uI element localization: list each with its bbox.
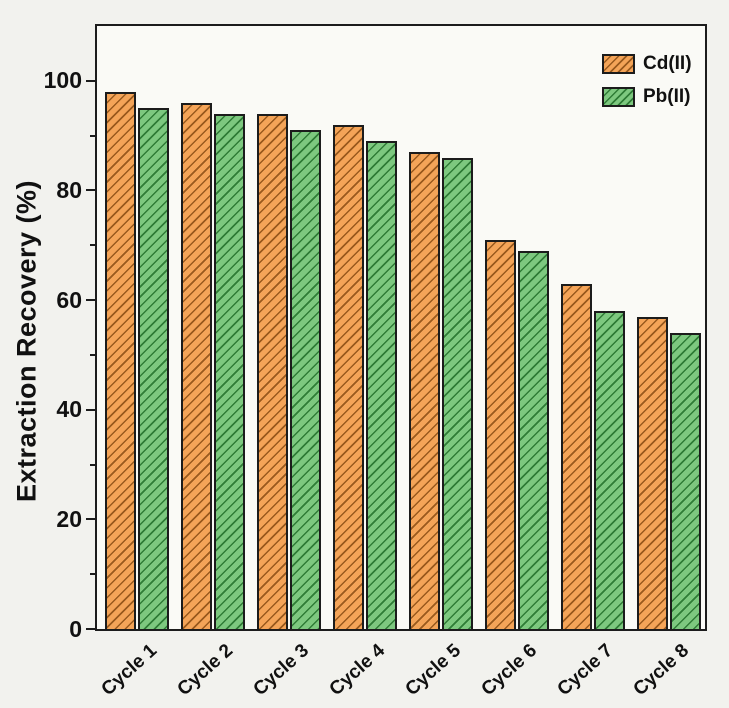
bar-cdii-cycle-2 xyxy=(180,102,212,629)
y-axis-tick-label: 60 xyxy=(56,286,82,313)
y-axis-minor-tick xyxy=(90,573,95,576)
bar-pbii-cycle-2 xyxy=(214,113,246,629)
x-axis-category-label: Cycle 1 xyxy=(97,640,162,701)
y-axis-tick-label: 0 xyxy=(69,615,82,642)
plot-area: Cd(II) Pb(II) xyxy=(95,24,707,631)
legend-item-cd: Cd(II) xyxy=(602,54,692,74)
bar-group-cycle-2 xyxy=(173,26,249,629)
bar-cdii-cycle-3 xyxy=(256,113,288,629)
y-axis-minor-tick xyxy=(90,353,95,356)
bar-cdii-cycle-5 xyxy=(408,152,440,629)
y-axis-major-tick xyxy=(86,79,95,82)
bar-pbii-cycle-4 xyxy=(366,141,398,629)
bar-pbii-cycle-7 xyxy=(594,311,626,629)
y-axis-major-tick xyxy=(86,299,95,302)
bar-group-cycle-4 xyxy=(325,26,401,629)
bar-group-cycle-3 xyxy=(249,26,325,629)
y-axis-major-tick xyxy=(86,189,95,192)
bar-pbii-cycle-5 xyxy=(442,157,474,629)
legend: Cd(II) Pb(II) xyxy=(602,54,692,107)
bar-cdii-cycle-4 xyxy=(332,124,364,629)
legend-label-pb: Pb(II) xyxy=(643,86,691,107)
legend-swatch-cd xyxy=(602,54,635,74)
bar-cdii-cycle-1 xyxy=(104,91,136,629)
y-axis-major-tick xyxy=(86,518,95,521)
bar-group-cycle-1 xyxy=(97,26,173,629)
bar-cdii-cycle-8 xyxy=(636,316,668,629)
legend-swatch-pb xyxy=(602,87,635,107)
bar-pbii-cycle-6 xyxy=(518,250,550,629)
legend-item-pb: Pb(II) xyxy=(602,87,692,107)
bar-cdii-cycle-7 xyxy=(560,283,592,629)
y-axis-minor-tick xyxy=(90,463,95,466)
bar-pbii-cycle-3 xyxy=(290,130,322,629)
y-axis-tick-label: 80 xyxy=(56,176,82,203)
y-axis-major-tick xyxy=(86,628,95,630)
y-axis-minor-tick xyxy=(90,134,95,137)
legend-label-cd: Cd(II) xyxy=(643,53,692,74)
y-axis-tick-label: 20 xyxy=(56,505,82,532)
bar-pbii-cycle-8 xyxy=(670,332,702,629)
y-axis-tick-label: 40 xyxy=(56,396,82,423)
bar-group-cycle-5 xyxy=(401,26,477,629)
bar-group-cycle-6 xyxy=(477,26,553,629)
y-axis-title: Extraction Recovery (%) xyxy=(11,179,42,503)
y-axis-major-tick xyxy=(86,408,95,411)
bar-group-cycle-7 xyxy=(553,26,629,629)
y-axis-minor-tick xyxy=(90,244,95,247)
y-axis-tick-label: 100 xyxy=(43,67,82,94)
bar-group-cycle-8 xyxy=(629,26,705,629)
bars-layer xyxy=(97,26,705,629)
bar-cdii-cycle-6 xyxy=(484,239,516,629)
bar-pbii-cycle-1 xyxy=(138,108,170,629)
